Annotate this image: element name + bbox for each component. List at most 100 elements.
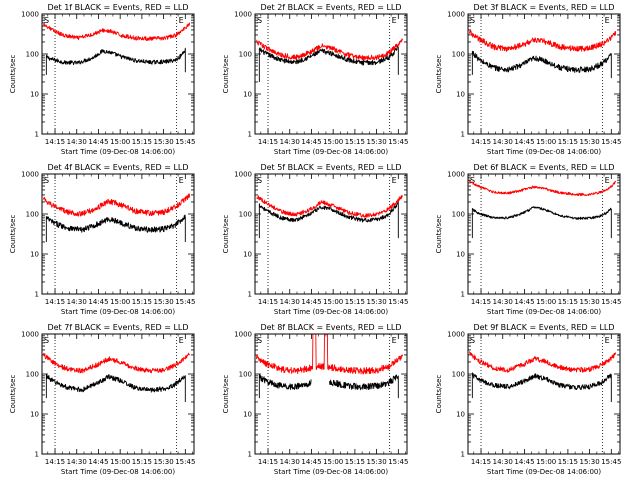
x-tick-label: 15:00: [110, 298, 130, 306]
y-tick-label: 10: [243, 411, 252, 419]
y-tick-label: 1000: [234, 171, 252, 179]
y-axis-label: Counts/sec: [222, 375, 230, 414]
plot-frame: [254, 173, 408, 295]
start-marker: S: [44, 16, 49, 25]
x-tick-label: 14:45: [88, 298, 108, 306]
x-tick-label: 15:00: [110, 458, 130, 466]
y-tick-label: 1000: [447, 11, 465, 19]
x-tick-label: 14:15: [45, 138, 65, 146]
start-marker: S: [44, 176, 49, 185]
chart-panel-2: Det 2f BLACK = Events, RED = LLD Counts/s…: [222, 3, 408, 156]
chart-title: Det 7f BLACK = Events, RED = LLD: [47, 323, 188, 332]
y-tick-label: 1: [461, 131, 465, 139]
start-marker: S: [44, 336, 49, 345]
series-line-lld: [43, 193, 191, 217]
y-axis-label: Counts/sec: [9, 55, 17, 94]
x-tick-label: 15:30: [367, 138, 387, 146]
y-axis-label: Counts/sec: [435, 375, 443, 414]
x-tick-label: 14:15: [45, 298, 65, 306]
x-tick-label: 15:30: [580, 298, 600, 306]
x-axis-label: Start Time (09-Dec-08 14:06:00): [487, 468, 601, 476]
y-tick-label: 1: [35, 131, 39, 139]
x-tick-label: 15:00: [323, 298, 343, 306]
x-tick-label: 15:30: [367, 298, 387, 306]
x-tick-label: 14:30: [280, 138, 300, 146]
x-tick-label: 15:45: [175, 138, 195, 146]
series-line-lld: [469, 29, 617, 52]
chart-title: Det 2f BLACK = Events, RED = LLD: [260, 3, 401, 12]
series-line-lld: [43, 22, 191, 41]
x-tick-label: 14:15: [471, 458, 491, 466]
end-marker: E: [605, 176, 610, 185]
x-tick-label: 15:45: [601, 458, 621, 466]
plot-frame: [467, 333, 621, 455]
y-tick-label: 10: [30, 91, 39, 99]
x-tick-label: 15:00: [536, 138, 556, 146]
series-line-events: [471, 206, 612, 239]
end-marker: E: [392, 176, 397, 185]
chart-panel-6: Det 6f BLACK = Events, RED = LLD Counts/s…: [435, 163, 621, 316]
y-tick-label: 1000: [21, 171, 39, 179]
series-line-lld: [256, 333, 404, 375]
x-tick-label: 14:30: [493, 298, 513, 306]
x-tick-label: 15:45: [388, 458, 408, 466]
x-tick-label: 15:45: [601, 298, 621, 306]
end-marker: E: [605, 16, 610, 25]
chart-title: Det 9f BLACK = Events, RED = LLD: [473, 323, 614, 332]
x-tick-label: 15:00: [536, 298, 556, 306]
x-tick-label: 15:30: [580, 458, 600, 466]
series-line-events: [45, 373, 186, 402]
y-tick-label: 1: [35, 451, 39, 459]
x-tick-label: 14:45: [88, 458, 108, 466]
y-tick-label: 100: [239, 51, 252, 59]
x-axis-label: Start Time (09-Dec-08 14:06:00): [61, 468, 175, 476]
x-axis-label: Start Time (09-Dec-08 14:06:00): [61, 148, 175, 156]
x-axis-label: Start Time (09-Dec-08 14:06:00): [274, 468, 388, 476]
x-tick-label: 14:30: [67, 458, 87, 466]
y-tick-label: 10: [243, 91, 252, 99]
series-line-events: [45, 47, 186, 75]
x-tick-label: 14:45: [301, 138, 321, 146]
x-tick-label: 14:30: [493, 138, 513, 146]
y-axis-label: Counts/sec: [9, 375, 17, 414]
start-marker: S: [257, 176, 262, 185]
y-tick-label: 100: [452, 51, 465, 59]
y-tick-label: 1000: [234, 11, 252, 19]
x-tick-label: 15:15: [345, 138, 365, 146]
series-line-events: [258, 44, 399, 82]
x-axis-label: Start Time (09-Dec-08 14:06:00): [487, 148, 601, 156]
end-marker: E: [392, 336, 397, 345]
chart-title: Det 8f BLACK = Events, RED = LLD: [260, 323, 401, 332]
series-line-lld: [469, 180, 617, 196]
x-tick-label: 15:15: [558, 298, 578, 306]
chart-panel-3: Det 3f BLACK = Events, RED = LLD Counts/s…: [435, 3, 621, 156]
chart-title: Det 5f BLACK = Events, RED = LLD: [260, 163, 401, 172]
x-tick-label: 14:15: [258, 138, 278, 146]
y-tick-label: 1000: [21, 331, 39, 339]
x-tick-label: 15:00: [110, 138, 130, 146]
y-tick-label: 100: [452, 211, 465, 219]
x-axis-label: Start Time (09-Dec-08 14:06:00): [274, 148, 388, 156]
plot-frame: [41, 333, 195, 455]
y-tick-label: 100: [26, 51, 39, 59]
y-tick-label: 1000: [21, 11, 39, 19]
y-axis-label: Counts/sec: [435, 215, 443, 254]
y-tick-label: 100: [239, 211, 252, 219]
x-tick-label: 15:45: [388, 138, 408, 146]
x-tick-label: 15:00: [536, 458, 556, 466]
chart-title: Det 6f BLACK = Events, RED = LLD: [473, 163, 614, 172]
x-tick-label: 14:30: [280, 458, 300, 466]
chart-panel-8: Det 8f BLACK = Events, RED = LLD Counts/s…: [222, 323, 408, 476]
x-tick-label: 14:45: [514, 458, 534, 466]
x-tick-label: 14:45: [301, 298, 321, 306]
plot-frame: [467, 173, 621, 295]
x-tick-label: 15:45: [175, 458, 195, 466]
y-tick-label: 1: [248, 131, 252, 139]
x-tick-label: 15:15: [558, 138, 578, 146]
series-line-lld: [43, 352, 191, 374]
chart-panel-9: Det 9f BLACK = Events, RED = LLD Counts/s…: [435, 323, 621, 476]
x-tick-label: 15:45: [601, 138, 621, 146]
x-tick-label: 15:30: [154, 298, 174, 306]
y-axis-label: Counts/sec: [9, 215, 17, 254]
chart-title: Det 3f BLACK = Events, RED = LLD: [473, 3, 614, 12]
